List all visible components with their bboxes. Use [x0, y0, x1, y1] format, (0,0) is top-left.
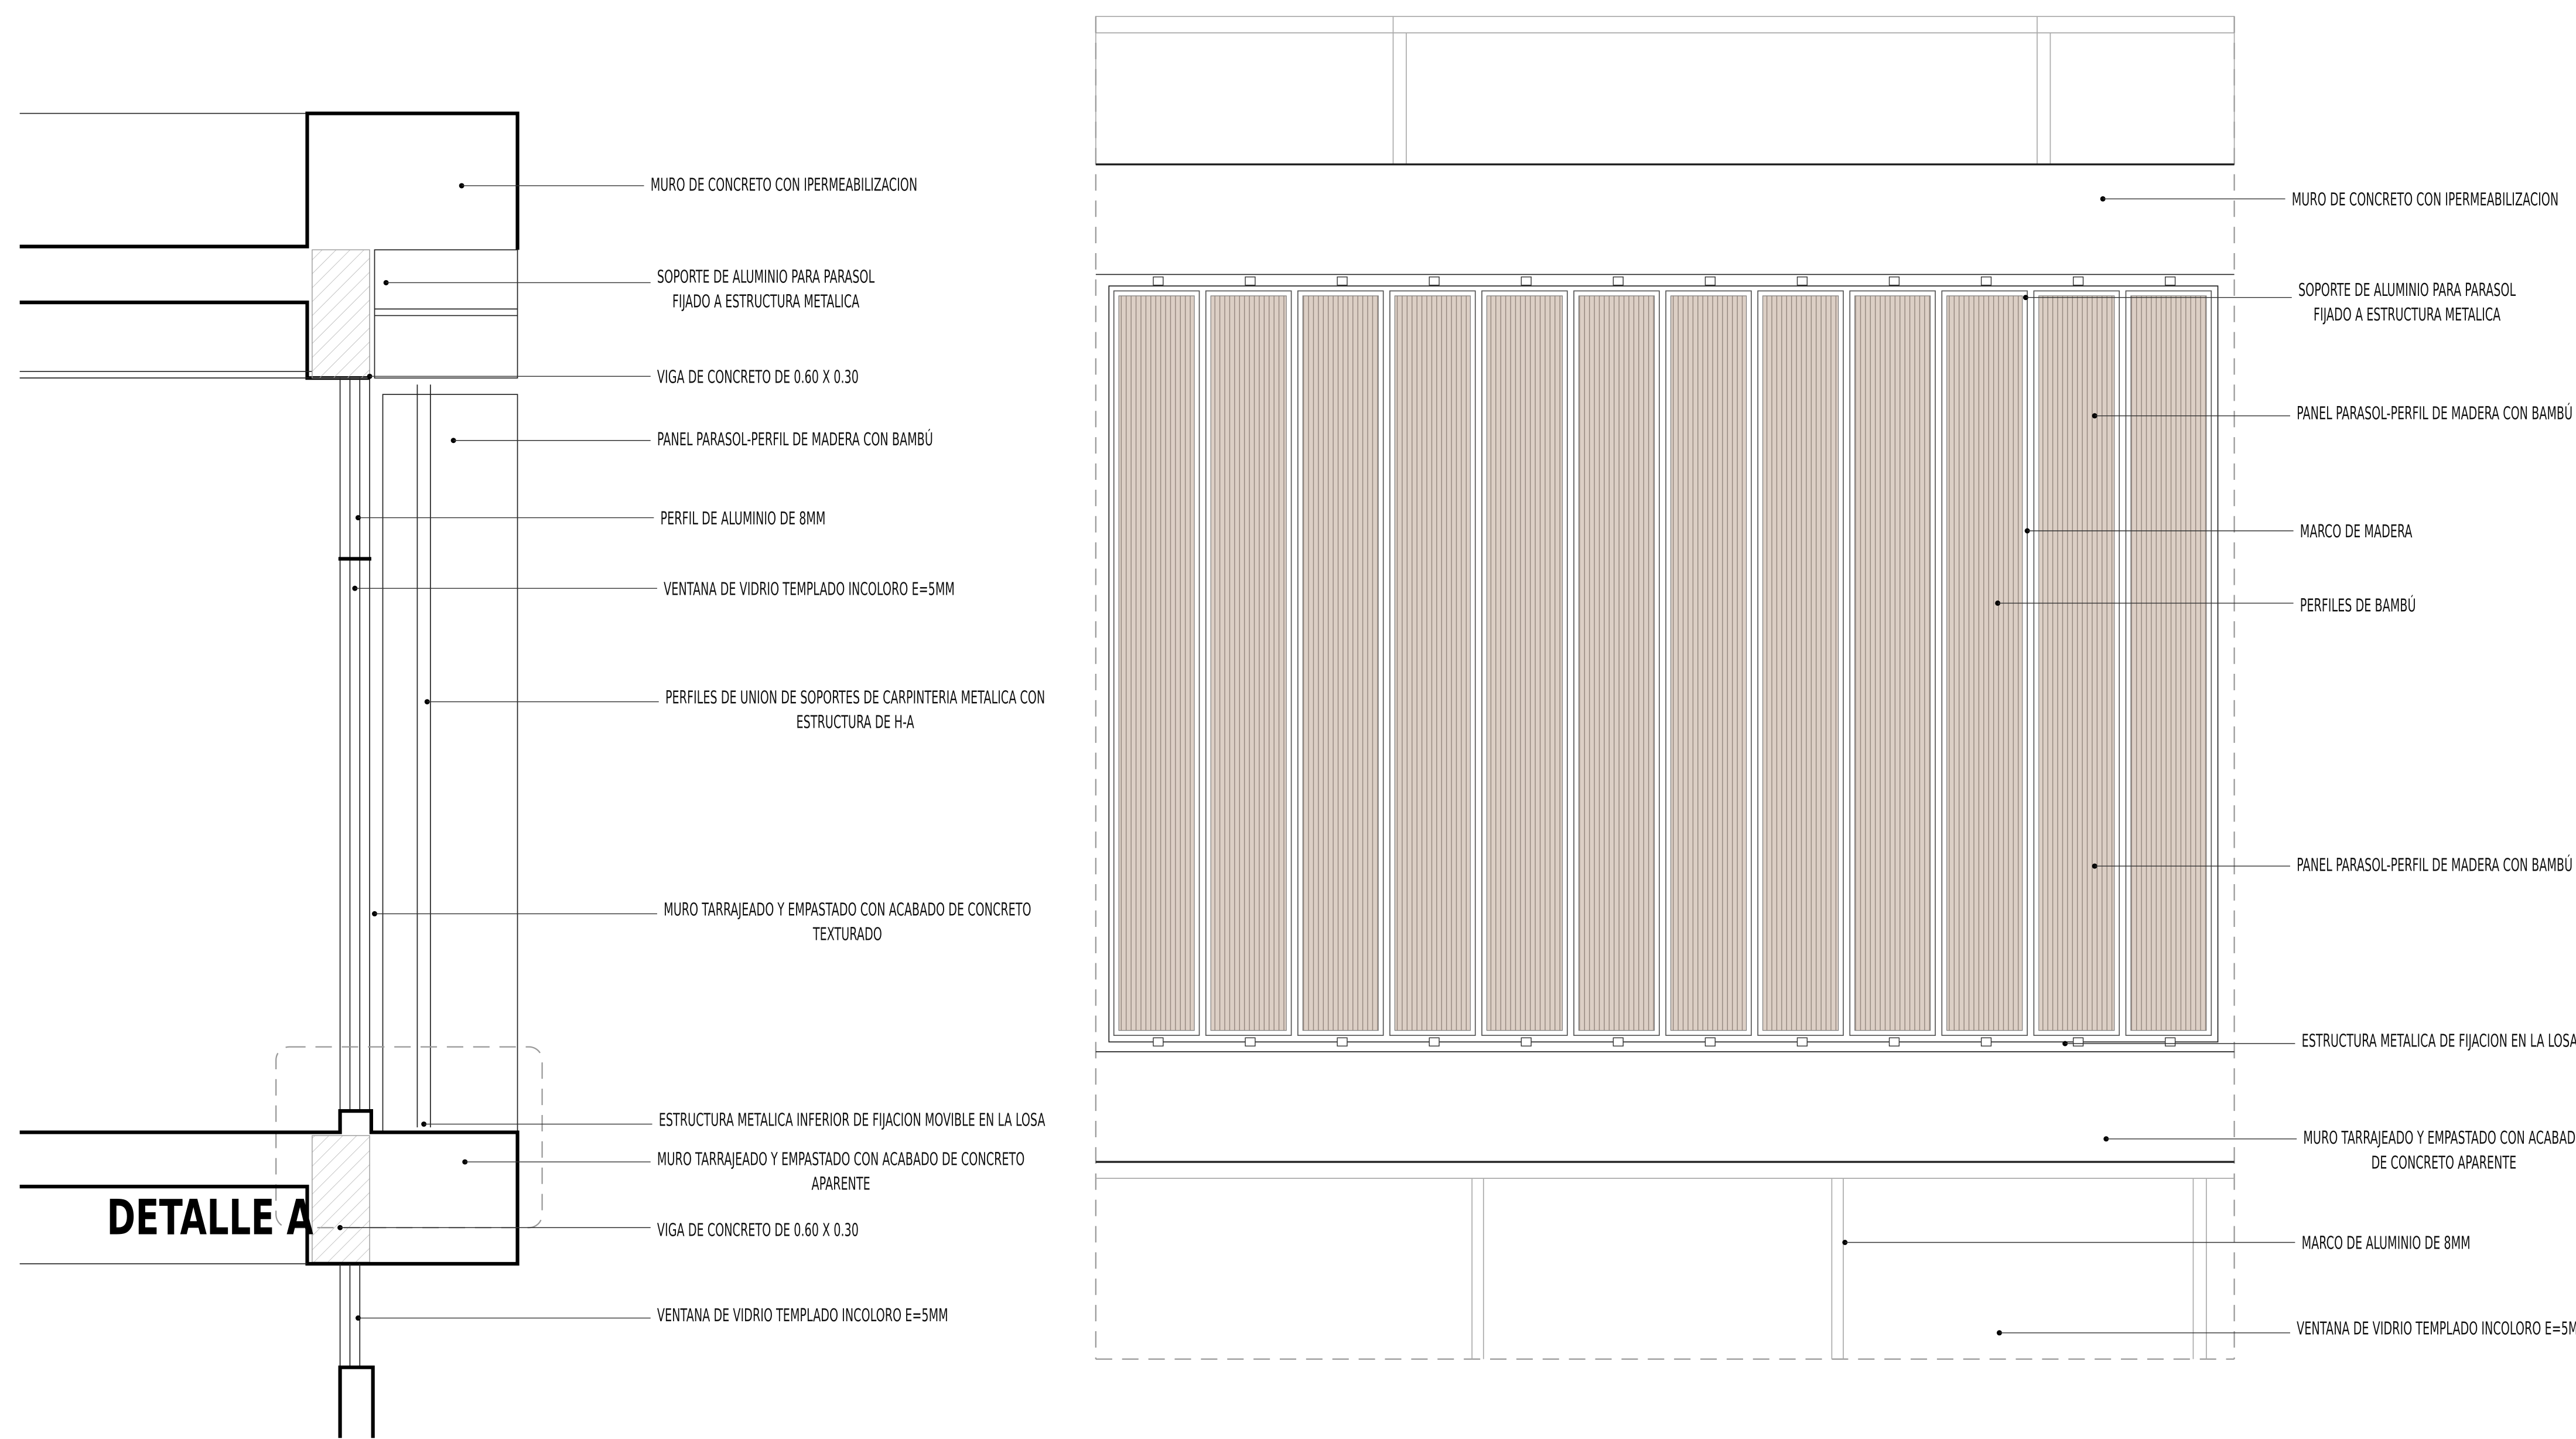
bamboo-panel: [1210, 295, 1287, 1031]
panel-frame: [2125, 290, 2212, 1036]
elevation-drawing: [1095, 16, 2235, 1360]
leader-dot: [2062, 1041, 2068, 1046]
bamboo-panel: [1578, 295, 1655, 1031]
annotation-label: PANEL PARASOL-PERFIL DE MADERA CON BAMBÚ: [2297, 854, 2572, 876]
annotation-label: ESTRUCTURA METALICA DE FIJACION EN LA LO…: [2302, 1031, 2576, 1052]
fixing-clip: [1612, 1037, 1624, 1047]
panel-frame: [1665, 290, 1752, 1036]
leader-dot: [383, 279, 389, 285]
fixing-clip: [1337, 276, 1348, 286]
panel-frame: [1849, 290, 1936, 1036]
bamboo-panel: [1486, 295, 1563, 1031]
panel-frame: [1757, 290, 1844, 1036]
fixing-clip: [1888, 276, 1900, 286]
panel-frame: [1573, 290, 1660, 1036]
panel-group: [1113, 276, 2212, 1047]
bamboo-panel: [1946, 295, 2023, 1031]
fixing-clip: [1337, 1037, 1348, 1047]
bamboo-panel: [2038, 295, 2115, 1031]
annotation-label: FIJADO A ESTRUCTURA METALICA: [2314, 304, 2501, 325]
panel-frame: [1205, 290, 1292, 1036]
panel-frame: [2033, 290, 2120, 1036]
fixing-clip: [1796, 1037, 1808, 1047]
annotation-label: TEXTURADO: [812, 924, 882, 945]
annotation-label: MURO DE CONCRETO CON IPERMEABILIZACION: [651, 175, 917, 196]
annotation-label: ESTRUCTURA DE H-A: [796, 712, 914, 733]
bamboo-panel: [1302, 295, 1379, 1031]
fixing-clip: [1888, 1037, 1900, 1047]
annotation-label: VENTANA DE VIDRIO TEMPLADO INCOLORO E=5M…: [657, 1305, 948, 1327]
leader-dot: [355, 1315, 361, 1321]
fixing-clip: [1245, 276, 1256, 286]
bamboo-panel: [1394, 295, 1471, 1031]
annotation-label: PERFIL DE ALUMINIO DE 8MM: [661, 508, 826, 529]
annotation-label: MURO TARRAJEADO Y EMPASTADO CON ACABADO …: [657, 1149, 1024, 1170]
detail-title: DETALLE A: [107, 1189, 313, 1246]
annotation-label: VIGA DE CONCRETO DE 0.60 X 0.30: [657, 1220, 859, 1241]
fixing-clip: [1704, 1037, 1716, 1047]
annotation-label: MURO TARRAJEADO Y EMPASTADO CON ACABADO …: [664, 899, 1031, 920]
fixing-clip: [1796, 276, 1808, 286]
panel-frame: [1297, 290, 1384, 1036]
annotation-label: MARCO DE ALUMINIO DE 8MM: [2302, 1233, 2471, 1254]
bamboo-panel: [1670, 295, 1747, 1031]
leader-dot: [337, 1225, 343, 1230]
fixing-clip: [1429, 276, 1440, 286]
annotation-label: SOPORTE DE ALUMINIO PARA PARASOL: [2298, 279, 2516, 301]
fixing-clip: [1245, 1037, 1256, 1047]
fixing-clip: [1612, 276, 1624, 286]
panel-frame: [1481, 290, 1568, 1036]
annotation-label: PANEL PARASOL-PERFIL DE MADERA CON BAMBÚ: [2297, 403, 2572, 424]
fixing-clip: [1704, 276, 1716, 286]
fixing-clip: [1980, 276, 1992, 286]
annotation-label: MARCO DE MADERA: [2300, 521, 2413, 543]
fixing-clip: [2165, 1037, 2176, 1047]
annotation-label: MURO DE CONCRETO CON IPERMEABILIZACION: [2292, 189, 2558, 210]
fixing-clip: [1153, 1037, 1164, 1047]
fixing-clip: [1429, 1037, 1440, 1047]
panel-frame: [1389, 290, 1476, 1036]
leader-dot: [1997, 1330, 2002, 1336]
panel-frame: [1113, 290, 1200, 1036]
annotation-label: PERFILES DE BAMBÚ: [2300, 595, 2416, 616]
annotation-label: ESTRUCTURA METALICA INFERIOR DE FIJACION…: [659, 1110, 1046, 1131]
annotation-label: FIJADO A ESTRUCTURA METALICA: [672, 291, 860, 312]
annotation-label: VENTANA DE VIDRIO TEMPLADO INCOLORO E=5M…: [2297, 1318, 2576, 1339]
bamboo-panel: [1762, 295, 1839, 1031]
annotation-label: MURO TARRAJEADO Y EMPASTADO CON ACABADO: [2303, 1128, 2576, 1149]
fixing-clip: [2073, 1037, 2084, 1047]
annotation-label: PANEL PARASOL-PERFIL DE MADERA CON BAMBÚ: [657, 428, 933, 450]
fixing-clip: [1980, 1037, 1992, 1047]
bamboo-panel: [2130, 295, 2207, 1031]
fixing-clip: [2073, 276, 2084, 286]
annotation-label: DE CONCRETO APARENTE: [2372, 1152, 2517, 1174]
fixing-clip: [2165, 276, 2176, 286]
annotation-label: SOPORTE DE ALUMINIO PARA PARASOL: [657, 267, 875, 288]
bamboo-panel: [1854, 295, 1931, 1031]
panel-frame: [1941, 290, 2028, 1036]
bamboo-panel: [1118, 295, 1195, 1031]
annotation-label: PERFILES DE UNION DE SOPORTES DE CARPINT…: [665, 687, 1045, 708]
fixing-clip: [1153, 276, 1164, 286]
annotation-label: APARENTE: [812, 1174, 870, 1195]
fixing-clip: [1521, 1037, 1532, 1047]
annotation-label: VIGA DE CONCRETO DE 0.60 X 0.30: [657, 367, 859, 388]
fixing-clip: [1521, 276, 1532, 286]
label-group: MURO DE CONCRETO CON IPERMEABILIZACION SO…: [337, 175, 2576, 1339]
leader-dot: [355, 515, 361, 521]
annotation-label: VENTANA DE VIDRIO TEMPLADO INCOLORO E=5M…: [664, 579, 955, 600]
